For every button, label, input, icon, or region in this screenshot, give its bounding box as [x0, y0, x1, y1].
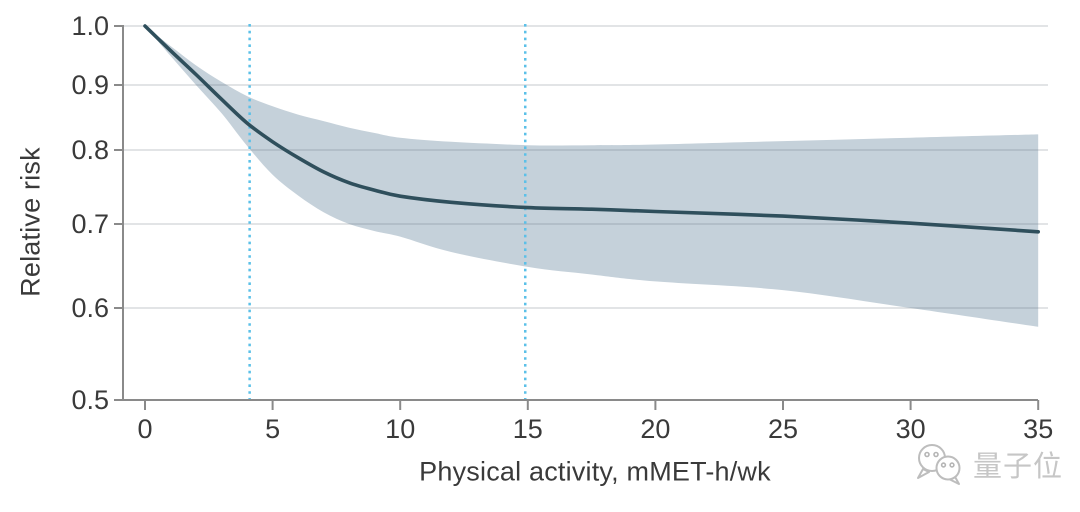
x-tick-label: 35	[1023, 414, 1053, 444]
risk-curve	[143, 24, 1040, 234]
y-tick-label: 0.6	[71, 293, 109, 323]
y-tick-label: 0.9	[71, 70, 109, 100]
x-tick-label: 20	[640, 414, 670, 444]
x-tick-label: 30	[896, 414, 926, 444]
y-tick-label: 1.0	[71, 11, 109, 41]
x-tick-label: 5	[265, 414, 280, 444]
x-tick-label: 0	[137, 414, 152, 444]
chat-bubbles-icon	[917, 444, 961, 485]
y-tick-label: 0.7	[71, 209, 109, 239]
x-axis-title: Physical activity, mMET-h/wk	[419, 456, 771, 487]
y-tick-label: 0.5	[71, 385, 109, 415]
y-tick-label: 0.8	[71, 135, 109, 165]
y-axis-title: Relative risk	[15, 147, 46, 297]
x-tick-label: 10	[385, 414, 415, 444]
confidence-band	[145, 26, 1039, 327]
watermark-text: 量子位	[973, 451, 1064, 483]
x-tick-label: 15	[513, 414, 543, 444]
watermark: 量子位	[912, 441, 1063, 487]
x-tick-label: 25	[768, 414, 798, 444]
